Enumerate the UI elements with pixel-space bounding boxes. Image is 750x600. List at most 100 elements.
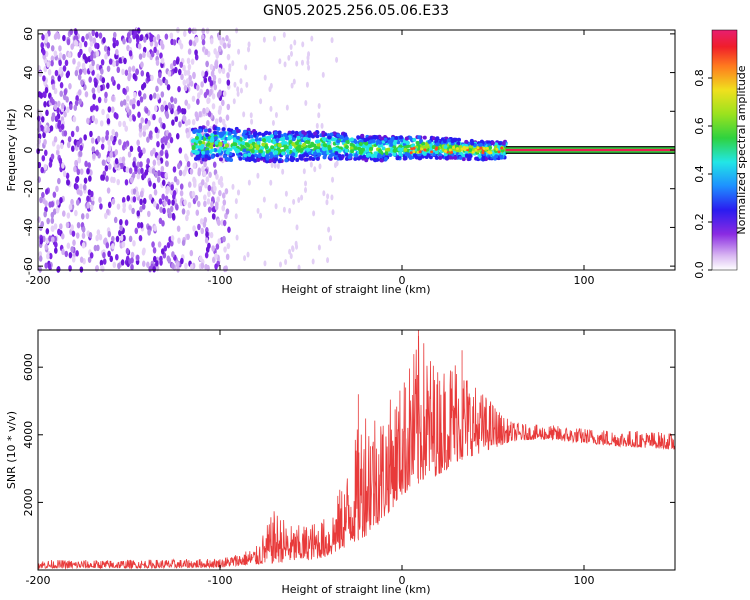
spectrogram-band-peak	[434, 147, 438, 151]
spectrogram-noise-cell	[92, 152, 96, 160]
colorbar-tick-label: 0.6	[693, 117, 706, 135]
spectrogram-noise-cell	[140, 167, 144, 175]
spectrogram-band-cell	[464, 153, 469, 158]
spectrogram-noise-cell	[214, 118, 219, 125]
spectrogram-noise-cell	[89, 40, 94, 47]
spectrogram-band-cell	[477, 154, 482, 159]
spectrogram-noise-cell	[122, 120, 127, 128]
spectrogram-noise-cell	[128, 72, 132, 79]
spectrogram-band-cell	[334, 147, 339, 152]
spectrogram-noise-cell	[99, 259, 104, 267]
spectrogram-band-cell	[207, 128, 212, 133]
spectrogram-noise-cell	[325, 199, 329, 206]
spectrogram-noise-cell	[142, 197, 147, 205]
spectrogram-band-cell	[270, 145, 275, 150]
spectrogram-noise-cell	[171, 212, 176, 220]
spectrogram-band-cell	[258, 137, 263, 142]
spectrogram-band-cell	[229, 157, 234, 162]
spectrogram-noise-cell	[119, 224, 123, 232]
spectrogram-band-cell	[344, 152, 349, 157]
spectrogram-noise-cell	[235, 234, 239, 241]
spectrogram-noise-cell	[281, 168, 285, 175]
spectrogram-band-cell	[327, 146, 332, 151]
spectrogram-noise-cell	[247, 179, 251, 186]
spectrogram-noise-cell	[136, 210, 141, 217]
spectrogram-noise-cell	[178, 121, 182, 128]
spectrogram-noise-cell	[51, 236, 55, 243]
spectrogram-band-cell	[256, 157, 261, 162]
spectrogram-band-cell	[381, 146, 386, 151]
spectrogram-band-peak	[420, 147, 424, 151]
spectrogram-noise-cell	[214, 204, 219, 211]
spectrogram-noise-cell	[51, 225, 55, 232]
spectrogram-noise-cell	[173, 176, 178, 183]
spectrogram-x-ticks: -200 -100 0 100	[26, 30, 595, 287]
spectrogram-noise-cell	[128, 258, 132, 265]
spectrogram-noise-cell	[189, 263, 194, 270]
spectrogram-band-cell	[470, 141, 475, 146]
spectrogram-band-cell	[290, 130, 295, 135]
spectrogram-noise-cell	[206, 97, 210, 105]
spectrogram-band-cell	[210, 136, 215, 141]
spectrogram-noise-cell	[201, 27, 206, 35]
spectrogram-noise-cell	[37, 91, 42, 98]
spectrogram-noise-cell	[186, 69, 191, 76]
spectrogram-band-cell	[501, 141, 506, 146]
spectrogram-noise-cell	[218, 67, 222, 74]
spectrogram-noise-cell	[70, 130, 75, 138]
spectrogram-noise-cell	[97, 96, 102, 104]
spectrogram-noise-cell	[152, 92, 157, 99]
spectrogram-noise-cell	[125, 247, 130, 255]
spectrogram-noise-cell	[187, 181, 192, 188]
spectrogram-noise-cell	[289, 253, 293, 260]
spectrogram-noise-cell	[304, 180, 308, 187]
spectrogram-noise-cell	[171, 199, 175, 206]
spectrogram-noise-cell	[211, 245, 215, 252]
spectrogram-noise-cell	[99, 203, 103, 210]
spectrogram-noise-cell	[66, 38, 71, 46]
spectrogram-band-cell	[292, 148, 297, 153]
spectrogram-band-cell	[336, 139, 341, 144]
spectrogram-noise-cell	[207, 184, 212, 192]
spectrogram-noise-cell	[40, 220, 45, 228]
spectrogram-band-cell	[216, 126, 221, 131]
spectrogram-x-label: Height of straight line (km)	[281, 283, 430, 296]
spectrogram-band-cell	[215, 153, 220, 158]
spectrogram-band-cell	[443, 145, 448, 150]
spectrogram-noise-cell	[115, 48, 119, 56]
spectrogram-noise-cell	[89, 54, 94, 61]
spectrogram-noise-cell	[110, 76, 115, 83]
spectrogram-noise-cell	[204, 70, 209, 78]
spectrogram-noise-cell	[186, 160, 191, 168]
spectrogram-noise-cell	[182, 170, 187, 177]
spectrogram-band-cell	[218, 157, 223, 162]
spectrogram-noise-cell	[194, 111, 199, 118]
spectrogram-noise-cell	[83, 68, 87, 75]
spectrogram-band-cell	[426, 153, 431, 158]
spectrogram-noise-cell	[59, 90, 64, 97]
spectrogram-noise-cell	[174, 66, 178, 74]
spectrogram-noise-cell	[44, 243, 49, 251]
spectrogram-band-cell	[205, 150, 210, 155]
spectrogram-noise-cell	[105, 175, 109, 182]
spectrogram-noise-cell	[104, 165, 109, 172]
spectrogram-noise-cell	[293, 39, 297, 46]
spectrogram-band-cell	[248, 156, 253, 161]
spectrogram-band-peak	[482, 146, 486, 150]
spectrogram-band-cell	[285, 145, 290, 150]
spectrogram-noise-cell	[225, 34, 229, 42]
spectrogram-noise-cell	[159, 255, 163, 263]
spectrogram-noise-cell	[213, 83, 218, 91]
spectrogram-noise-cell	[232, 98, 236, 105]
spectrogram-band-cell	[374, 135, 379, 140]
spectrogram-noise-cell	[181, 239, 186, 246]
spectrogram-noise-cell	[148, 180, 152, 187]
spectrogram-noise-cell	[74, 159, 78, 167]
spectrogram-noise-cell	[247, 46, 251, 53]
spectrogram-band-cell	[307, 130, 312, 135]
spectrogram-noise-cell	[225, 114, 230, 121]
spectrogram-noise-cell	[88, 46, 92, 53]
spectrogram-noise-cell	[61, 248, 65, 256]
spectrogram-band-cell	[291, 152, 296, 157]
spectrogram-signal-band	[190, 125, 508, 164]
